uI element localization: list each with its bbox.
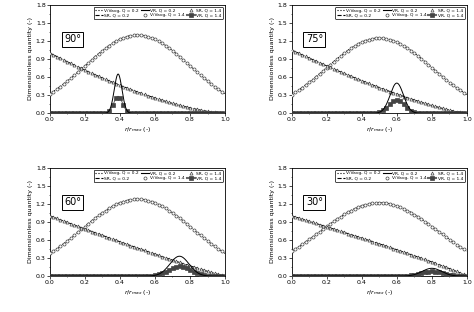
Legend: V/Vavg, Q = 0.2, SR, Q = 0.2, VR, Q = 0.2, V/Vavg, Q = 1.4, SR, Q = 1.4, VR, Q =: V/Vavg, Q = 0.2, SR, Q = 0.2, VR, Q = 0.… <box>336 7 465 19</box>
X-axis label: $r/r_{max}$ (-): $r/r_{max}$ (-) <box>124 288 151 297</box>
X-axis label: $r/r_{max}$ (-): $r/r_{max}$ (-) <box>365 288 393 297</box>
Legend: V/Vavg, Q = 0.2, SR, Q = 0.2, VR, Q = 0.2, V/Vavg, Q = 1.4, SR, Q = 1.4, VR, Q =: V/Vavg, Q = 0.2, SR, Q = 0.2, VR, Q = 0.… <box>93 170 223 182</box>
Y-axis label: Dimensionless quantity (-): Dimensionless quantity (-) <box>28 180 33 263</box>
X-axis label: $r/r_{max}$ (-): $r/r_{max}$ (-) <box>124 125 151 134</box>
Text: 60°: 60° <box>64 197 81 207</box>
X-axis label: $r/r_{max}$ (-): $r/r_{max}$ (-) <box>365 125 393 134</box>
Text: 30°: 30° <box>306 197 323 207</box>
Legend: V/Vavg, Q = 0.2, SR, Q = 0.2, VR, Q = 0.2, V/Vavg, Q = 1.4, SR, Q = 1.4, VR, Q =: V/Vavg, Q = 0.2, SR, Q = 0.2, VR, Q = 0.… <box>336 170 465 182</box>
Y-axis label: Dimensionless quantity (-): Dimensionless quantity (-) <box>28 17 33 100</box>
Text: 90°: 90° <box>64 34 81 44</box>
Legend: V/Vavg, Q = 0.2, SR, Q = 0.2, VR, Q = 0.2, V/Vavg, Q = 1.4, SR, Q = 1.4, VR, Q =: V/Vavg, Q = 0.2, SR, Q = 0.2, VR, Q = 0.… <box>93 7 223 19</box>
Text: 75°: 75° <box>306 34 323 44</box>
Y-axis label: Dimensionless quantity (-): Dimensionless quantity (-) <box>270 180 275 263</box>
Y-axis label: Dimensionless quantity (-): Dimensionless quantity (-) <box>270 17 275 100</box>
